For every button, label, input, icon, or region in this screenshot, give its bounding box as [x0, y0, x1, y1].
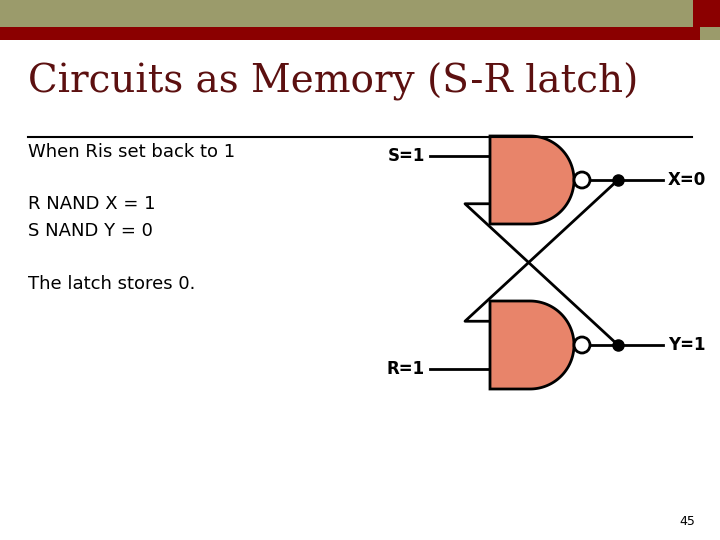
Text: R NAND X = 1: R NAND X = 1 [28, 195, 156, 213]
Text: When Ris set back to 1: When Ris set back to 1 [28, 143, 235, 161]
Text: S=1: S=1 [387, 147, 425, 165]
Bar [0, 0, 720, 27]
Text: Y=1: Y=1 [668, 336, 706, 354]
Bar [693, 0, 720, 27]
Bar [0, 27, 720, 40]
Polygon shape [490, 136, 574, 224]
Polygon shape [490, 301, 574, 389]
Circle shape [574, 172, 590, 188]
Text: 45: 45 [679, 515, 695, 528]
Text: R=1: R=1 [387, 360, 425, 378]
Text: S NAND Y = 0: S NAND Y = 0 [28, 222, 153, 240]
Text: Circuits as Memory (S-R latch): Circuits as Memory (S-R latch) [28, 63, 639, 102]
Bar [700, 27, 720, 40]
Text: X=0: X=0 [668, 171, 706, 189]
Text: The latch stores 0.: The latch stores 0. [28, 275, 195, 293]
Circle shape [574, 337, 590, 353]
